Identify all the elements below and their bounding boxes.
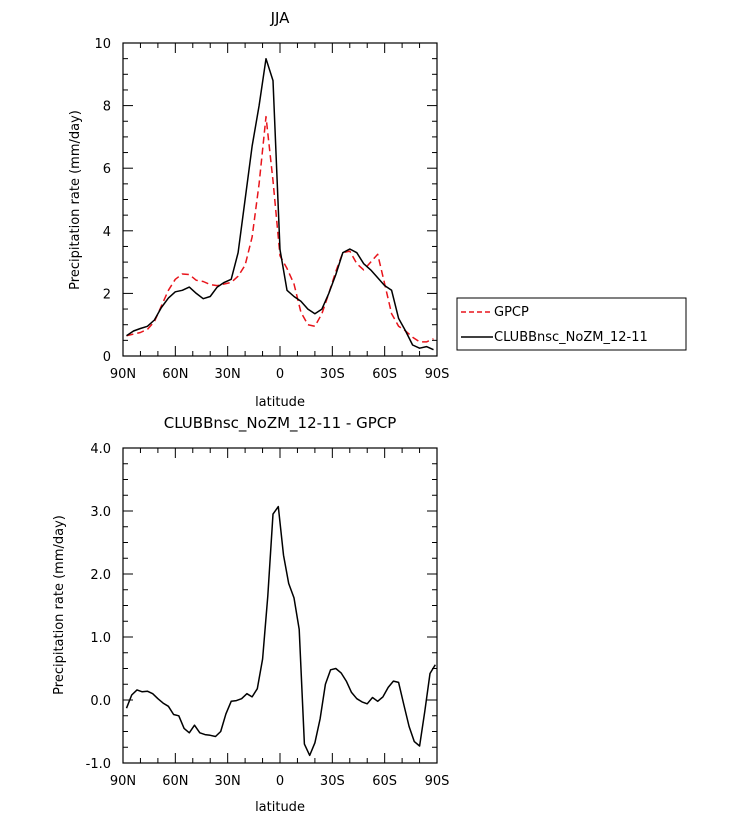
bottom-panel-series-line-diff-0 [125,505,436,757]
top-panel-series-line-gpcp [126,115,434,343]
top-panel-x-tick-label: 0 [276,367,284,382]
top-panel: JJA 90N 60N 30N 0 30S 60S 90S 0 2 4 6 8 10 latitude… [68,9,449,410]
top-panel-x-tick-label: 30N [215,367,241,382]
bottom-panel-x-tick-label: 90N [110,774,136,789]
bottom-panel-x-tick-label: 60N [162,774,188,789]
bottom-panel-ticks [122,447,438,764]
top-panel-y-tick-labels: 0 2 4 6 8 10 [94,37,111,365]
top-panel-y-tick-label: 0 [103,350,111,365]
bottom-panel-x-tick-label: 30N [215,774,241,789]
bottom-panel: CLUBBnsc_NoZM_12-11 - GPCP 90N 60N 30N 0 30S… [52,414,449,815]
bottom-panel-y-tick-label: 4.0 [90,442,111,457]
legend-box [456,297,687,351]
top-panel-x-tick-label: 90N [110,367,136,382]
top-panel-x-tick-labels: 90N 60N 30N 0 30S 60S 90S [110,367,450,382]
top-panel-y-axis-label: Precipitation rate (mm/day) [68,110,83,290]
top-panel-title: JJA [270,9,291,27]
bottom-panel-frame [122,447,438,764]
top-panel-frame [122,42,438,357]
legend: GPCP CLUBBnsc_NoZM_12-11 [456,297,687,351]
bottom-panel-y-tick-label: 3.0 [90,505,111,520]
top-panel-series-line-clubbnsc-nozm-12-11 [126,57,434,351]
top-panel-y-tick-label: 4 [103,225,111,240]
top-panel-x-tick-label: 90S [425,367,450,382]
bottom-panel-series [125,505,436,757]
top-panel-y-tick-label: 2 [103,287,111,302]
bottom-panel-x-tick-label: 30S [320,774,345,789]
top-panel-x-axis-label: latitude [255,395,305,410]
top-panel-y-tick-label: 8 [103,100,111,115]
bottom-panel-y-axis-label: Precipitation rate (mm/day) [52,515,67,695]
bottom-panel-y-tick-label: 2.0 [90,568,111,583]
top-panel-x-tick-label: 60N [162,367,188,382]
top-panel-y-tick-label: 10 [94,37,111,52]
legend-gpcp-label: GPCP [494,305,529,320]
bottom-panel-y-tick-label: 0.0 [90,694,111,709]
top-panel-y-tick-label: 6 [103,162,111,177]
bottom-panel-x-tick-label: 60S [372,774,397,789]
bottom-panel-x-tick-labels: 90N 60N 30N 0 30S 60S 90S [110,774,450,789]
top-panel-series [126,57,434,351]
bottom-panel-x-tick-label: 90S [425,774,450,789]
bottom-panel-title: CLUBBnsc_NoZM_12-11 - GPCP [164,414,397,433]
bottom-panel-y-tick-label: -1.0 [86,757,111,772]
top-panel-x-tick-label: 30S [320,367,345,382]
legend-clubb-label: CLUBBnsc_NoZM_12-11 [494,330,648,345]
top-panel-x-tick-label: 60S [372,367,397,382]
bottom-panel-y-tick-labels: -1.0 0.0 1.0 2.0 3.0 4.0 [86,442,111,772]
bottom-panel-x-tick-label: 0 [276,774,284,789]
bottom-panel-y-tick-label: 1.0 [90,631,111,646]
bottom-panel-x-axis-label: latitude [255,800,305,815]
